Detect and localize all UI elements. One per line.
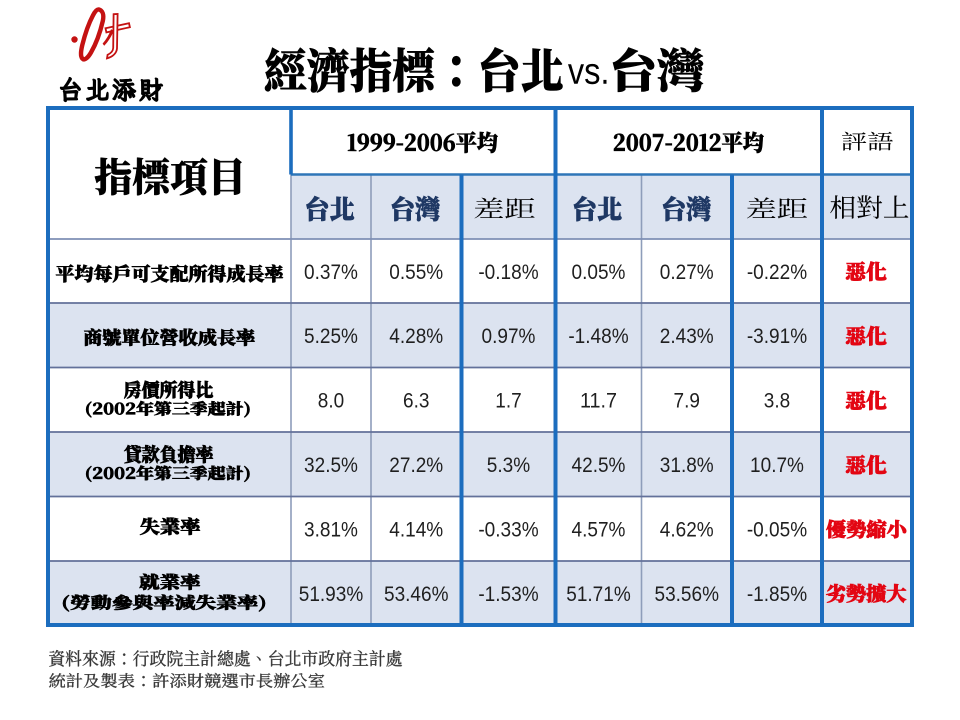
svg-text:0.05%: 0.05%	[572, 260, 626, 284]
svg-text:-0.18%: -0.18%	[478, 260, 538, 284]
svg-text:4.28%: 4.28%	[389, 324, 443, 348]
svg-text:-1.53%: -1.53%	[478, 582, 538, 606]
svg-text:4.57%: 4.57%	[572, 518, 626, 542]
svg-text:4.62%: 4.62%	[660, 518, 714, 542]
svg-text:5.25%: 5.25%	[304, 324, 358, 348]
svg-text:-0.22%: -0.22%	[747, 260, 807, 284]
svg-text:10.7%: 10.7%	[750, 453, 804, 477]
svg-text:8.0: 8.0	[318, 389, 344, 413]
svg-text:0.37%: 0.37%	[304, 260, 358, 284]
svg-text:11.7: 11.7	[580, 389, 617, 413]
svg-text:0.55%: 0.55%	[389, 260, 443, 284]
svg-text:-0.05%: -0.05%	[747, 518, 807, 542]
svg-text:27.2%: 27.2%	[389, 453, 443, 477]
svg-text:42.5%: 42.5%	[572, 453, 626, 477]
svg-text:1.7: 1.7	[495, 389, 521, 413]
svg-text:51.93%: 51.93%	[299, 582, 364, 606]
svg-text:53.46%: 53.46%	[384, 582, 449, 606]
svg-text:0.27%: 0.27%	[660, 260, 714, 284]
svg-text:0.97%: 0.97%	[482, 324, 536, 348]
svg-text:6.3: 6.3	[403, 389, 429, 413]
svg-text:5.3%: 5.3%	[487, 453, 530, 477]
svg-text:2.43%: 2.43%	[660, 324, 714, 348]
svg-text:-0.33%: -0.33%	[478, 518, 538, 542]
svg-text:-3.91%: -3.91%	[747, 324, 807, 348]
svg-text:-1.85%: -1.85%	[747, 582, 807, 606]
svg-text:-1.48%: -1.48%	[568, 324, 628, 348]
svg-text:4.14%: 4.14%	[389, 518, 443, 542]
svg-text:53.56%: 53.56%	[655, 582, 720, 606]
svg-text:7.9: 7.9	[674, 389, 700, 413]
svg-text:3.8: 3.8	[764, 389, 790, 413]
svg-text:51.71%: 51.71%	[566, 582, 631, 606]
svg-text:31.8%: 31.8%	[660, 453, 714, 477]
svg-text:3.81%: 3.81%	[304, 518, 358, 542]
svg-text:32.5%: 32.5%	[304, 453, 358, 477]
